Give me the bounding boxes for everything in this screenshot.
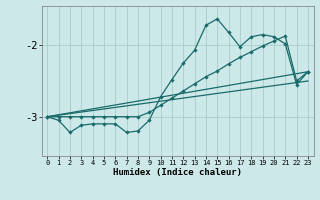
X-axis label: Humidex (Indice chaleur): Humidex (Indice chaleur) <box>113 168 242 177</box>
